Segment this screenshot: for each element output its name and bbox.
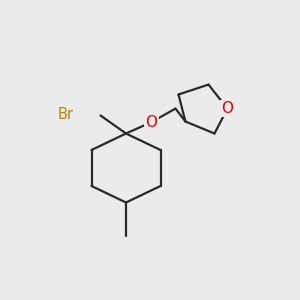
- Text: Br: Br: [58, 107, 74, 122]
- Text: O: O: [146, 115, 158, 130]
- Text: O: O: [221, 101, 233, 116]
